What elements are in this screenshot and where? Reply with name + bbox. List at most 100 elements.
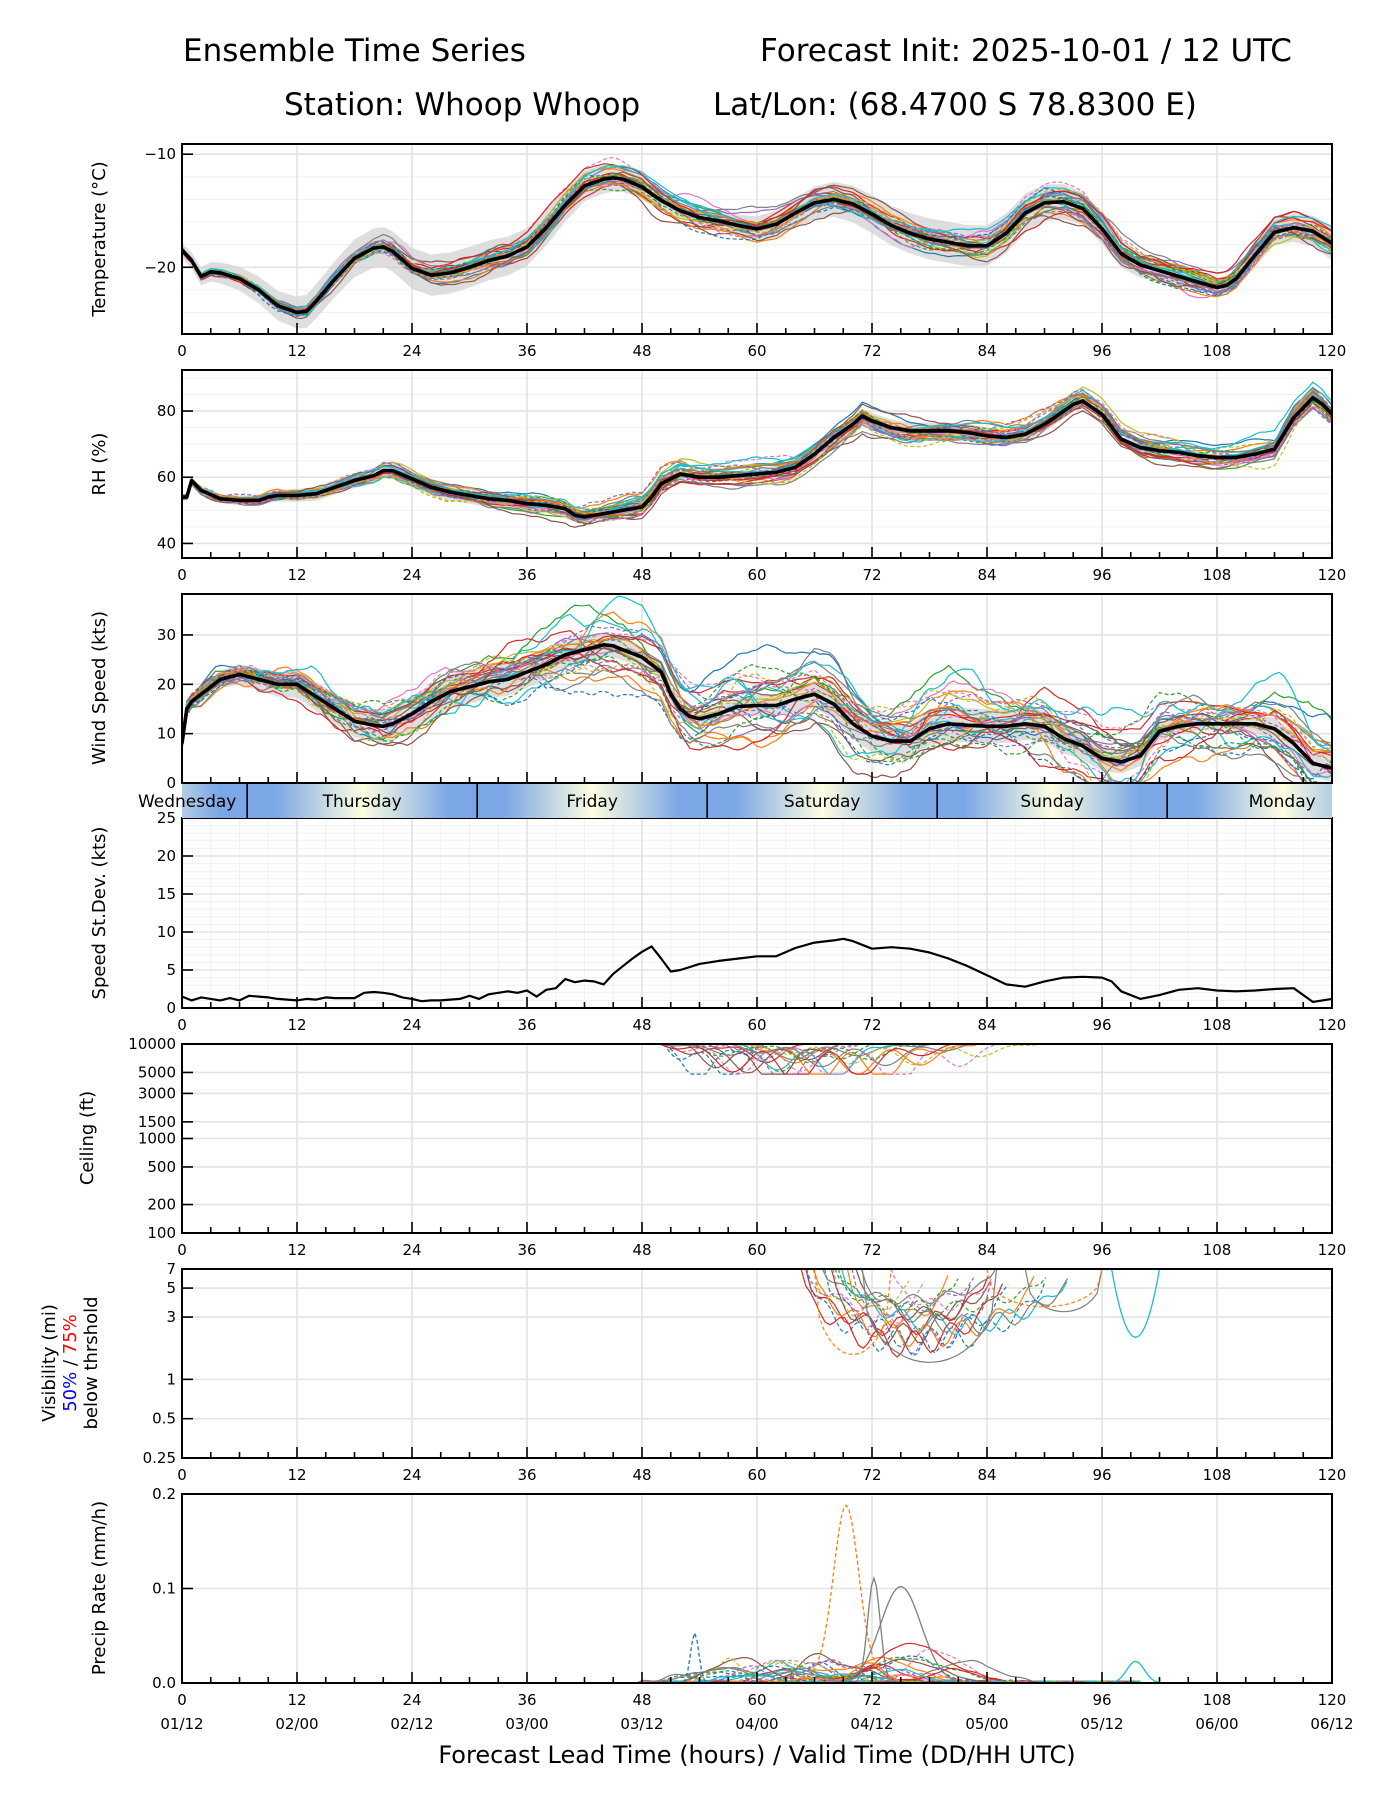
panel-visibility xyxy=(800,1269,1161,1363)
ensemble-member-line xyxy=(182,396,1332,514)
y-tick-label: 15 xyxy=(157,885,176,903)
threshold-50-label: 50% xyxy=(60,1372,81,1412)
y-axis-label: Speed St.Dev. (kts) xyxy=(89,827,110,1000)
threshold-separator: / xyxy=(60,1354,81,1372)
y-tick-label: 40 xyxy=(157,534,176,552)
y-axis-label: Wind Speed (kts) xyxy=(89,611,110,765)
x-tick-label: 120 xyxy=(1318,342,1347,360)
ensemble-member-line xyxy=(182,664,1332,783)
ensemble-member-line xyxy=(182,165,1332,311)
y-tick-label: 1000 xyxy=(138,1130,176,1148)
ensemble-member-line xyxy=(182,178,1332,314)
visibility-member-line xyxy=(841,1269,1068,1336)
y-tick-label: 3 xyxy=(166,1308,176,1326)
precip-member-line xyxy=(622,1657,1141,1683)
visibility-member-line xyxy=(855,1269,991,1321)
y-tick-label: 5 xyxy=(166,961,176,979)
precip-member-line xyxy=(824,1585,978,1683)
y-tick-label: 10 xyxy=(157,923,176,941)
x-tick-label: 72 xyxy=(862,1691,881,1709)
x-tick-label: 60 xyxy=(747,566,766,584)
text-layer: 0 12 24 36 48 60 72 84 96 108 120−10−20Temperature… xyxy=(39,145,1354,1769)
x-tick-label: 72 xyxy=(862,1016,881,1034)
y-tick-label: 0.25 xyxy=(143,1449,176,1467)
ceiling-member-line xyxy=(727,1044,968,1068)
ensemble-member-line xyxy=(182,654,1332,783)
x-tick-label: 24 xyxy=(402,1016,421,1034)
valid-time-label: 01/12 xyxy=(160,1715,203,1733)
valid-time-label: 03/00 xyxy=(505,1715,548,1733)
x-tick-label: 36 xyxy=(517,566,536,584)
x-tick-label: 60 xyxy=(747,1691,766,1709)
x-tick-label: 108 xyxy=(1203,1691,1232,1709)
x-tick-label: 48 xyxy=(632,1466,651,1484)
x-tick-label: 0 xyxy=(177,1241,187,1259)
x-tick-label: 12 xyxy=(287,566,306,584)
ceiling-member-line xyxy=(707,1044,804,1064)
y-tick-label: 20 xyxy=(157,675,176,693)
x-tick-label: 0 xyxy=(177,342,187,360)
x-tick-label: 60 xyxy=(747,342,766,360)
y-tick-label: 0.1 xyxy=(152,1580,176,1598)
ensemble-mean-line xyxy=(182,176,1332,315)
day-label-friday: Friday xyxy=(566,792,618,812)
y-tick-label: 1 xyxy=(166,1370,176,1388)
visibility-member-line xyxy=(812,1269,910,1318)
precip-member-line xyxy=(622,1655,1141,1683)
visibility-member-line xyxy=(824,1269,1046,1354)
y-tick-label: 0 xyxy=(166,999,176,1017)
day-label-thursday: Thursday xyxy=(322,792,402,812)
visibility-member-line xyxy=(832,1269,925,1329)
valid-time-label: 03/12 xyxy=(620,1715,663,1733)
ensemble-member-line xyxy=(182,381,1332,511)
ensemble-member-line xyxy=(182,653,1332,783)
y-tick-label: 30 xyxy=(157,626,176,644)
ceiling-member-line xyxy=(695,1044,864,1062)
visibility-member-line xyxy=(861,1269,998,1363)
x-tick-label: 48 xyxy=(632,1016,651,1034)
x-tick-label: 60 xyxy=(747,1241,766,1259)
valid-time-label: 02/00 xyxy=(275,1715,318,1733)
x-tick-label: 36 xyxy=(517,1241,536,1259)
visibility-member-line xyxy=(834,1269,1047,1315)
y-tick-label: 200 xyxy=(147,1196,176,1214)
x-tick-label: 48 xyxy=(632,1691,651,1709)
x-tick-label: 12 xyxy=(287,1016,306,1034)
precip-member-line xyxy=(797,1575,951,1683)
threshold-75-label: 75% xyxy=(60,1314,81,1354)
visibility-member-line xyxy=(837,1269,959,1317)
valid-time-label: 05/12 xyxy=(1080,1715,1123,1733)
panel-wind xyxy=(182,595,1332,783)
x-tick-label: 108 xyxy=(1203,342,1232,360)
visibility-member-line xyxy=(860,1269,1069,1334)
valid-time-label: 06/12 xyxy=(1310,1715,1353,1733)
y-tick-label: 500 xyxy=(147,1158,176,1176)
chart-title: Ensemble Time Series xyxy=(183,33,526,69)
visibility-member-line xyxy=(813,1269,1035,1348)
x-tick-label: 24 xyxy=(402,566,421,584)
panel-precip xyxy=(618,1504,1213,1683)
y-axis-label: Temperature (°C) xyxy=(89,161,110,317)
day-band: Wednesday Thursday Friday Saturday Sunday Mon… xyxy=(138,784,1332,818)
visibility-member-line xyxy=(805,1269,975,1317)
y-axis-label: Ceiling (ft) xyxy=(77,1091,98,1185)
x-tick-label: 48 xyxy=(632,1241,651,1259)
x-tick-label: 12 xyxy=(287,1466,306,1484)
x-tick-label: 96 xyxy=(1092,1016,1111,1034)
precip-member-line xyxy=(1058,1660,1213,1683)
stdev-line xyxy=(182,937,1332,1004)
y-axis-label: Precip Rate (mm/h) xyxy=(89,1501,110,1675)
visibility-member-line xyxy=(851,1269,992,1355)
ensemble-member-line xyxy=(182,634,1332,757)
ensemble-member-line xyxy=(182,175,1332,314)
ensemble-member-line xyxy=(182,632,1332,755)
visibility-member-line xyxy=(1024,1269,1103,1313)
x-tick-label: 60 xyxy=(747,1016,766,1034)
x-tick-label: 84 xyxy=(977,1241,996,1259)
day-band-background xyxy=(182,784,1332,818)
y-tick-label: 5000 xyxy=(138,1063,176,1081)
threshold-label: 50% / 75% xyxy=(60,1314,81,1412)
y-tick-label: −20 xyxy=(144,258,176,276)
y-tick-label: 0.0 xyxy=(152,1674,176,1692)
x-tick-label: 84 xyxy=(977,1466,996,1484)
